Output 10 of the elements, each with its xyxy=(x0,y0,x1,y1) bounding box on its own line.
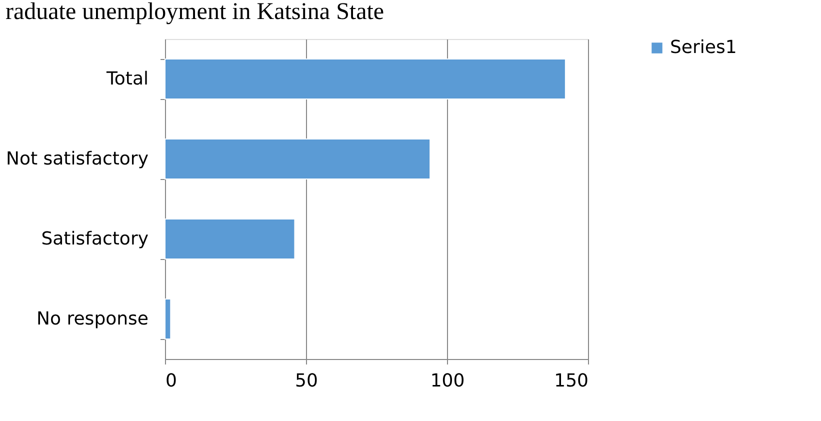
y-tick-label: Not satisfactory xyxy=(6,148,149,170)
y-tick-label: Satisfactory xyxy=(41,228,149,250)
x-tick-label: 150 xyxy=(554,370,588,392)
x-tick-label: 0 xyxy=(166,370,177,392)
chart-title: raduate unemployment in Katsina State xyxy=(6,0,384,25)
y-tick-label: No response xyxy=(36,308,148,330)
x-tick-label: 50 xyxy=(295,370,318,392)
x-tick-label: 100 xyxy=(430,370,465,392)
y-tick-label: Total xyxy=(105,68,148,90)
legend-label: Series1 xyxy=(670,37,737,58)
